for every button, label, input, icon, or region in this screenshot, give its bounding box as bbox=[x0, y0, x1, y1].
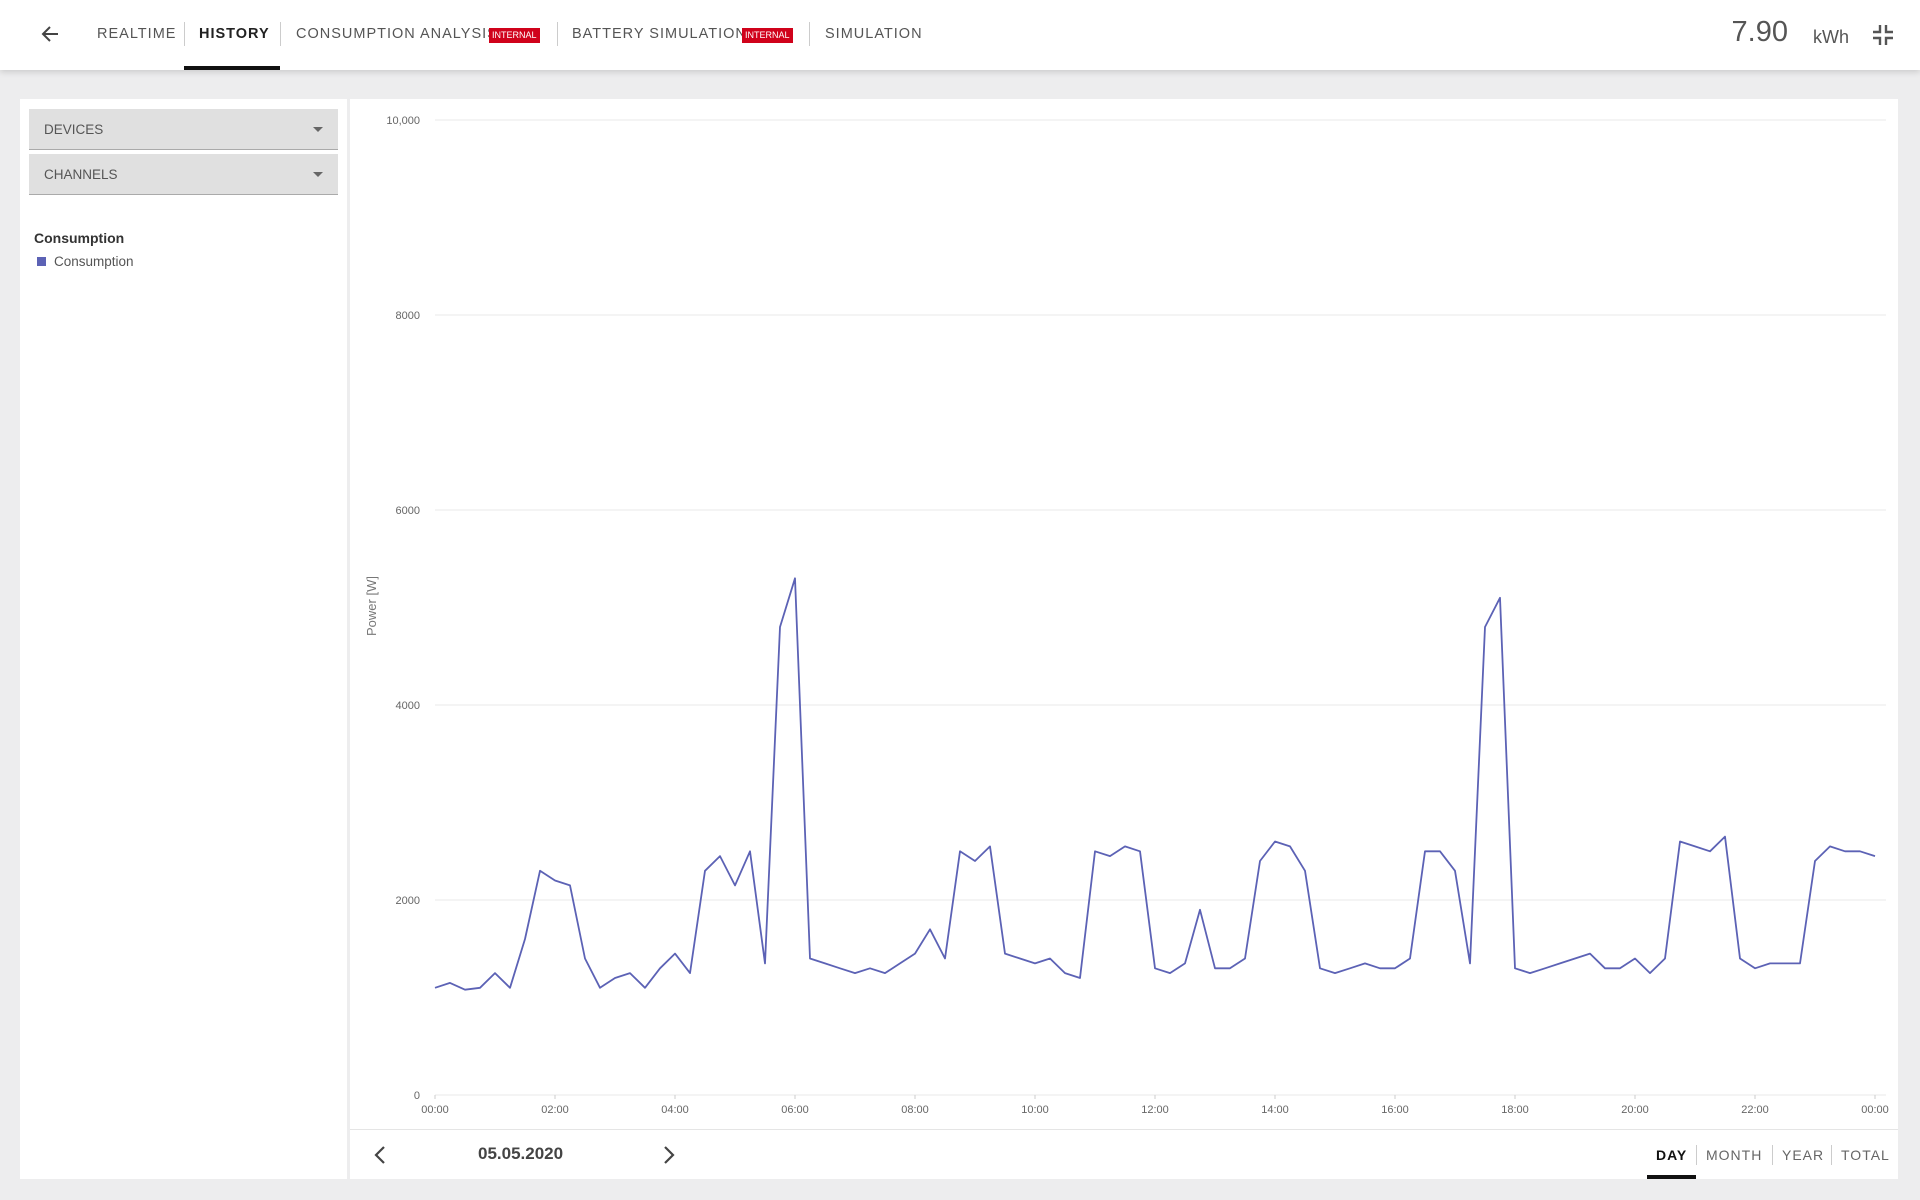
prev-day-button[interactable] bbox=[370, 1143, 390, 1167]
header: REALTIME HISTORY CONSUMPTION ANALYSIS INTER… bbox=[0, 0, 1920, 70]
y-tick-label: 8000 bbox=[396, 310, 420, 322]
x-tick-label: 16:00 bbox=[1381, 1104, 1409, 1116]
tab-separator bbox=[557, 22, 558, 46]
x-tick-label: 20:00 bbox=[1621, 1104, 1649, 1116]
range-separator bbox=[1696, 1145, 1697, 1165]
fullscreen-exit-button[interactable] bbox=[1870, 22, 1896, 48]
x-tick-label: 22:00 bbox=[1741, 1104, 1769, 1116]
internal-badge: INTERNAL bbox=[742, 28, 793, 43]
active-range-indicator bbox=[1647, 1175, 1696, 1179]
x-tick-label: 12:00 bbox=[1141, 1104, 1169, 1116]
nav-tab[interactable]: BATTERY SIMULATION bbox=[572, 26, 747, 42]
tab-separator bbox=[184, 22, 185, 46]
x-tick-label: 14:00 bbox=[1261, 1104, 1289, 1116]
range-button[interactable]: TOTAL bbox=[1841, 1147, 1890, 1163]
tab-separator bbox=[809, 22, 810, 46]
sidebar: DEVICES CHANNELS Consumption Consumption bbox=[20, 99, 347, 1179]
range-separator bbox=[1772, 1145, 1773, 1165]
y-tick-label: 4000 bbox=[396, 700, 420, 712]
footer-divider bbox=[350, 1129, 1898, 1130]
y-tick-label: 6000 bbox=[396, 505, 420, 517]
active-tab-indicator bbox=[184, 66, 280, 70]
next-day-button[interactable] bbox=[659, 1143, 679, 1167]
x-tick-label: 06:00 bbox=[781, 1104, 809, 1116]
total-value: 7.90 bbox=[1731, 16, 1788, 48]
x-tick-label: 08:00 bbox=[901, 1104, 929, 1116]
x-tick-label: 10:00 bbox=[1021, 1104, 1049, 1116]
tab-separator bbox=[280, 22, 281, 46]
channels-dropdown[interactable]: CHANNELS bbox=[29, 154, 338, 195]
range-button[interactable]: DAY bbox=[1656, 1147, 1688, 1163]
range-button[interactable]: YEAR bbox=[1782, 1147, 1825, 1163]
x-tick-label: 00:00 bbox=[421, 1104, 449, 1116]
nav-tab[interactable]: HISTORY bbox=[199, 26, 270, 42]
y-tick-label: 2000 bbox=[396, 895, 420, 907]
legend-title: Consumption bbox=[34, 230, 125, 246]
nav-tab[interactable]: REALTIME bbox=[97, 26, 177, 42]
y-tick-label: 0 bbox=[414, 1090, 420, 1102]
data-line bbox=[434, 577, 1876, 991]
x-tick-label: 02:00 bbox=[541, 1104, 569, 1116]
nav-tab[interactable]: CONSUMPTION ANALYSIS bbox=[296, 26, 498, 42]
devices-dropdown[interactable]: DEVICES bbox=[29, 109, 338, 150]
chart-panel: 0 2000 4000 6000 8000 10,000 00:00 02:00 04:00 06… bbox=[350, 99, 1898, 1179]
date-label: 05.05.2020 bbox=[478, 1144, 564, 1163]
legend-swatch bbox=[37, 257, 46, 266]
y-axis-label: Power [W] bbox=[364, 576, 379, 636]
back-button[interactable] bbox=[38, 22, 62, 46]
x-tick-label: 18:00 bbox=[1501, 1104, 1529, 1116]
x-tick-label: 04:00 bbox=[661, 1104, 689, 1116]
chart: 0 2000 4000 6000 8000 10,000 00:00 02:00 04:00 06… bbox=[364, 115, 1889, 1116]
range-button[interactable]: MONTH bbox=[1706, 1147, 1763, 1163]
internal-badge: INTERNAL bbox=[489, 28, 540, 43]
nav-tab[interactable]: SIMULATION bbox=[825, 26, 923, 42]
y-tick-label: 10,000 bbox=[386, 115, 420, 127]
legend-entry[interactable]: Consumption bbox=[54, 254, 134, 269]
total-unit: kWh bbox=[1813, 27, 1849, 47]
x-tick-label: 00:00 bbox=[1861, 1104, 1889, 1116]
range-separator bbox=[1831, 1145, 1832, 1165]
